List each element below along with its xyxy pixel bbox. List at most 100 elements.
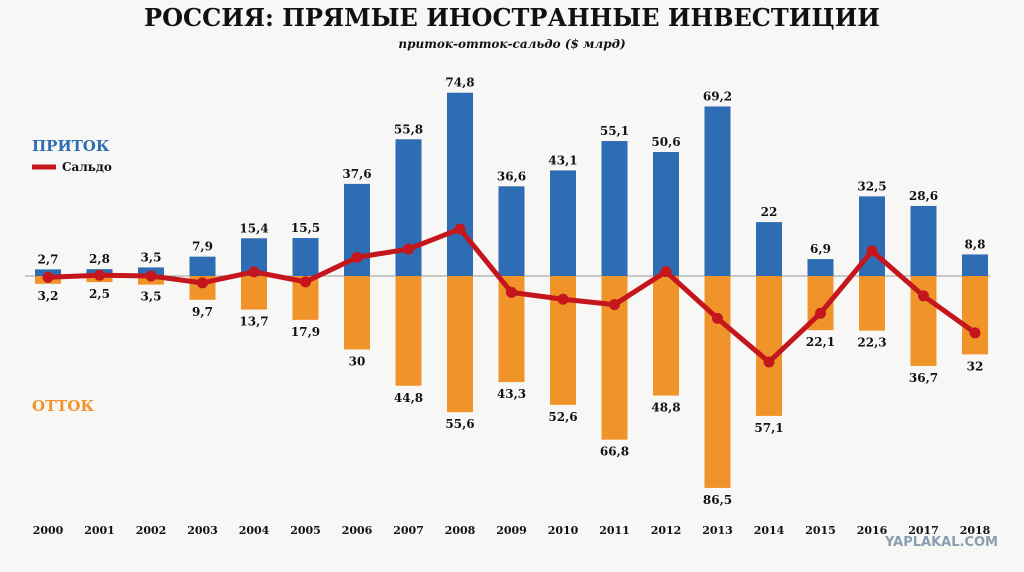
bar-inflow-2014 [756,222,782,276]
label-inflow-2005: 15,5 [291,221,320,235]
label-inflow-2001: 2,8 [89,252,110,266]
bar-outflow-2008 [447,276,473,413]
x-tick-2007: 2007 [393,524,424,537]
x-tick-2000: 2000 [33,524,64,537]
label-inflow-2015: 6,9 [810,242,831,256]
label-outflow-2012: 48,8 [651,401,680,415]
label-outflow-2003: 9,7 [192,305,213,319]
balance-point-2002 [145,270,157,282]
chart-title: РОССИЯ: ПРЯМЫЕ ИНОСТРАННЫЕ ИНВЕСТИЦИИ [144,3,880,32]
bars-layer [35,92,988,488]
label-inflow-2000: 2,7 [38,252,59,266]
chart-subtitle: приток-отток-сальдо ($ млрд) [398,37,625,51]
balance-line-layer [42,223,981,368]
balance-point-2013 [712,312,723,324]
x-tick-2002: 2002 [136,524,167,537]
label-outflow-2005: 17,9 [291,325,320,339]
bar-inflow-2003 [189,256,216,276]
balance-point-2010 [557,293,569,305]
label-inflow-2012: 50,6 [651,135,680,149]
x-tick-2013: 2013 [702,524,733,537]
x-tick-2017: 2017 [908,524,939,537]
label-outflow-2010: 52,6 [548,410,577,424]
label-outflow-2000: 3,2 [38,289,59,303]
x-tick-2009: 2009 [496,524,527,537]
legend-balance-label: Сальдо [62,160,112,174]
x-tick-2011: 2011 [599,524,630,537]
label-inflow-2014: 22 [761,205,778,219]
label-outflow-2011: 66,8 [600,445,629,459]
label-outflow-2017: 36,7 [909,371,938,385]
watermark-text: YAPLAKAL.COM [884,535,998,550]
label-outflow-2015: 22,1 [806,335,835,349]
bar-outflow-2004 [241,276,267,310]
bar-outflow-2006 [344,276,370,350]
legend-inflow-label: ПРИТОК [32,137,110,155]
balance-point-2014 [763,356,775,368]
labels-layer: 2,7 3,2 2,8 2,5 3,5 3,5 7,9 9,7 15,4 13,7 15,5 17,9… [38,76,986,507]
label-outflow-2006: 30 [349,355,366,369]
balance-point-2001 [94,269,105,281]
bar-inflow-2005 [292,238,319,276]
label-inflow-2017: 28,6 [909,189,938,203]
balance-point-2005 [300,276,311,288]
balance-point-2018 [969,327,981,339]
label-inflow-2010: 43,1 [548,153,577,167]
bar-inflow-2011 [601,141,628,276]
label-inflow-2008: 74,8 [445,76,474,90]
label-inflow-2006: 37,6 [342,167,371,181]
x-tick-2006: 2006 [342,524,373,537]
label-outflow-2002: 3,5 [141,290,162,304]
label-outflow-2007: 44,8 [394,391,423,405]
label-outflow-2016: 22,3 [857,336,886,350]
bar-inflow-2010 [550,170,576,276]
balance-point-2011 [609,299,620,311]
x-tick-2005: 2005 [290,524,321,537]
legend-outflow-label: ОТТОК [32,397,94,415]
label-inflow-2018: 8,8 [965,237,986,251]
bar-outflow-2016 [859,276,885,331]
label-outflow-2004: 13,7 [239,315,268,329]
label-inflow-2004: 15,4 [239,221,268,235]
bar-outflow-2018 [962,276,988,355]
bar-inflow-2007 [395,139,422,276]
balance-point-2006 [351,251,363,263]
bar-inflow-2018 [962,254,988,276]
x-tick-2018: 2018 [960,524,991,537]
bar-inflow-2012 [653,152,679,276]
label-outflow-2014: 57,1 [754,421,783,435]
balance-point-2009 [506,286,517,298]
balance-point-2015 [815,307,826,319]
label-outflow-2009: 43,3 [497,387,526,401]
x-tick-2008: 2008 [445,524,476,537]
balance-point-2012 [660,266,672,278]
x-tick-2015: 2015 [805,524,836,537]
x-tick-2012: 2012 [651,524,682,537]
label-inflow-2011: 55,1 [600,124,629,138]
label-inflow-2003: 7,9 [192,240,213,254]
bar-inflow-2017 [910,205,937,276]
balance-point-2007 [403,243,414,255]
label-inflow-2013: 69,2 [703,89,732,103]
label-inflow-2016: 32,5 [857,179,886,193]
x-axis-ticks: 2000 2001 2002 2003 2004 2005 2006 2007 2008 2009… [33,524,991,537]
label-outflow-2008: 55,6 [445,417,474,431]
label-inflow-2002: 3,5 [141,250,162,264]
bar-outflow-2012 [653,276,679,396]
balance-point-2000 [42,271,54,283]
label-outflow-2018: 32 [967,359,984,373]
label-inflow-2009: 36,6 [497,169,526,183]
bar-inflow-2013 [704,106,731,277]
x-tick-2001: 2001 [84,524,115,537]
x-tick-2010: 2010 [548,524,579,537]
bar-inflow-2009 [498,186,525,276]
label-outflow-2013: 86,5 [703,493,732,507]
balance-point-2016 [866,245,878,257]
balance-point-2008 [454,223,466,235]
bar-inflow-2008 [447,92,473,277]
x-tick-2004: 2004 [239,524,270,537]
x-tick-2016: 2016 [857,524,888,537]
label-inflow-2007: 55,8 [394,122,423,136]
x-tick-2014: 2014 [754,524,785,537]
